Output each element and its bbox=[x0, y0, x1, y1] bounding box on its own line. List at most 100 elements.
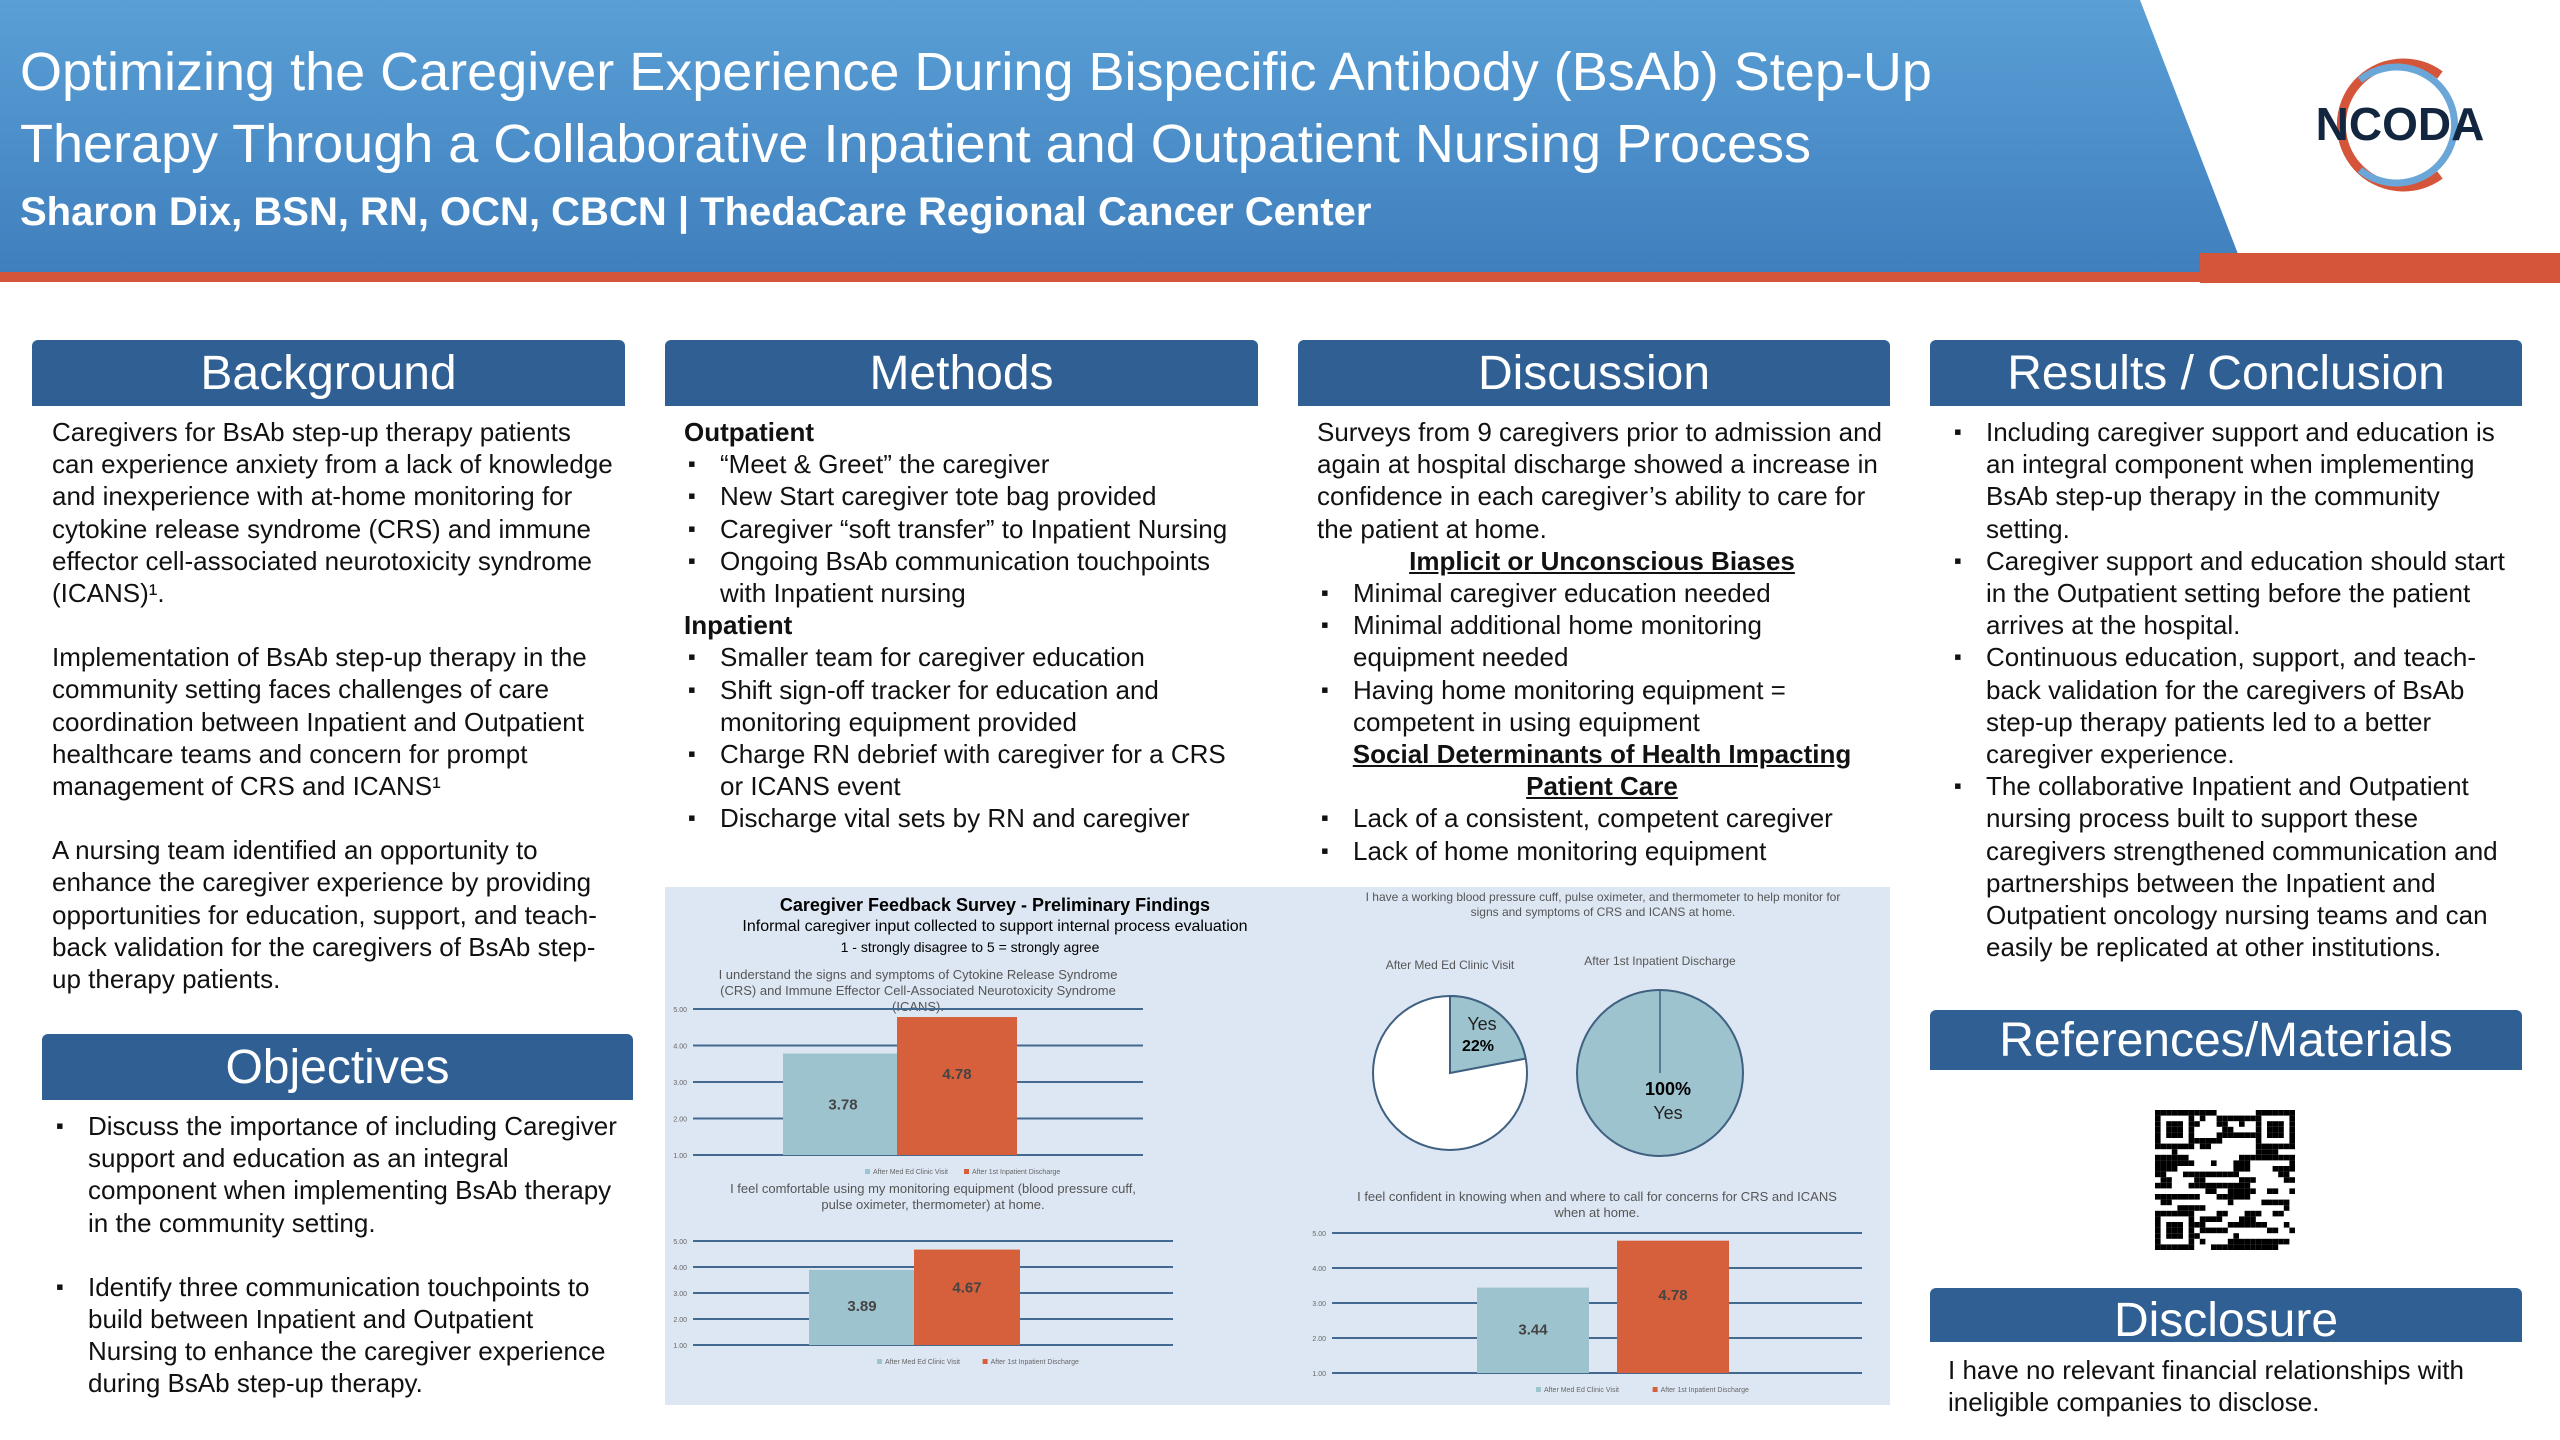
legend-label: After 1st Inpatient Discharge bbox=[991, 1359, 1079, 1366]
qr-module bbox=[2267, 1121, 2273, 1127]
qr-module bbox=[2166, 1222, 2172, 1228]
qr-module bbox=[2177, 1244, 2183, 1250]
qr-module bbox=[2244, 1222, 2251, 1228]
qr-module bbox=[2255, 1132, 2262, 1138]
qr-module bbox=[2278, 1171, 2284, 1178]
qr-module bbox=[2171, 1194, 2178, 1200]
qr-module bbox=[2216, 1132, 2223, 1138]
legend-swatch bbox=[877, 1359, 882, 1364]
qr-module bbox=[2244, 1177, 2251, 1183]
qr-module bbox=[2222, 1171, 2228, 1178]
qr-module bbox=[2177, 1205, 2183, 1211]
y-tick-label: 3.00 bbox=[1312, 1301, 1326, 1308]
bar-after-discharge bbox=[1617, 1240, 1729, 1373]
qr-module bbox=[2289, 1115, 2295, 1122]
qr-module bbox=[2222, 1182, 2228, 1189]
qr-module bbox=[2177, 1132, 2183, 1138]
bar-chart-title: I feel comfortable using my monitoring e… bbox=[730, 1181, 1136, 1196]
qr-module bbox=[2183, 1154, 2189, 1161]
method-item: “Meet & Greet” the caregiver bbox=[684, 448, 1256, 480]
qr-module bbox=[2171, 1110, 2178, 1116]
bar-chart-title: when at home. bbox=[1553, 1205, 1639, 1220]
qr-module bbox=[2239, 1238, 2245, 1245]
y-tick-label: 5.00 bbox=[673, 1239, 687, 1246]
qr-module bbox=[2183, 1160, 2189, 1166]
y-tick-label: 5.00 bbox=[1312, 1231, 1326, 1238]
qr-module bbox=[2188, 1227, 2195, 1234]
bias-item: Having home monitoring equipment = compe… bbox=[1317, 674, 1887, 738]
qr-module bbox=[2166, 1132, 2172, 1138]
qr-module bbox=[2244, 1115, 2251, 1122]
qr-module bbox=[2272, 1199, 2279, 1206]
qr-module bbox=[2267, 1227, 2273, 1234]
pie-value-label: 22% bbox=[1462, 1038, 1494, 1055]
qr-module bbox=[2183, 1143, 2189, 1150]
y-tick-label: 4.00 bbox=[673, 1265, 687, 1272]
qr-module bbox=[2267, 1238, 2273, 1245]
qr-module bbox=[2233, 1115, 2239, 1122]
qr-module bbox=[2160, 1199, 2167, 1206]
qr-module bbox=[2199, 1171, 2206, 1178]
qr-module bbox=[2289, 1132, 2295, 1138]
qr-module bbox=[2194, 1171, 2200, 1178]
result-item: Including caregiver support and educatio… bbox=[1950, 416, 2518, 545]
qr-module bbox=[2183, 1205, 2189, 1211]
qr-module bbox=[2171, 1233, 2178, 1239]
qr-module bbox=[2227, 1115, 2234, 1122]
header-stripe-right bbox=[2200, 253, 2560, 283]
qr-module bbox=[2177, 1222, 2183, 1228]
qr-module bbox=[2222, 1115, 2228, 1122]
bar-chart-title: I feel confident in knowing when and whe… bbox=[1357, 1189, 1837, 1204]
background-heading: Background bbox=[32, 340, 625, 406]
qr-module bbox=[2261, 1244, 2267, 1250]
qr-module bbox=[2194, 1233, 2200, 1239]
qr-module bbox=[2211, 1110, 2217, 1116]
qr-module bbox=[2171, 1132, 2178, 1138]
qr-module bbox=[2205, 1182, 2211, 1189]
qr-module bbox=[2171, 1143, 2178, 1150]
qr-module bbox=[2188, 1222, 2195, 1228]
qr-module bbox=[2177, 1154, 2183, 1161]
qr-module bbox=[2255, 1149, 2262, 1155]
background-paragraph: Implementation of BsAb step-up therapy i… bbox=[52, 642, 587, 802]
qr-module bbox=[2244, 1132, 2251, 1138]
qr-module bbox=[2188, 1194, 2195, 1200]
qr-module bbox=[2250, 1177, 2256, 1183]
qr-module bbox=[2171, 1222, 2178, 1228]
qr-module bbox=[2160, 1154, 2167, 1161]
survey-scale: 1 - strongly disagree to 5 = strongly ag… bbox=[840, 939, 1100, 955]
qr-module bbox=[2188, 1238, 2195, 1245]
result-item: Caregiver support and education should s… bbox=[1950, 545, 2518, 642]
sdoh-heading: Social Determinants of Health Impacting … bbox=[1352, 739, 1852, 802]
qr-module bbox=[2199, 1138, 2206, 1144]
qr-module bbox=[2155, 1233, 2161, 1239]
objectives-heading: Objectives bbox=[42, 1034, 633, 1100]
qr-code[interactable] bbox=[2155, 1110, 2295, 1250]
poster-author: Sharon Dix, BSN, RN, OCN, CBCN | ThedaCa… bbox=[20, 190, 1372, 234]
pie-title: After 1st Inpatient Discharge bbox=[1584, 954, 1736, 968]
inpatient-label: Inpatient bbox=[684, 610, 793, 641]
qr-module bbox=[2155, 1121, 2161, 1127]
qr-module bbox=[2183, 1194, 2189, 1200]
qr-module bbox=[2155, 1143, 2161, 1150]
qr-module bbox=[2160, 1244, 2167, 1250]
qr-module bbox=[2227, 1188, 2234, 1194]
qr-module bbox=[2155, 1194, 2161, 1200]
qr-module bbox=[2188, 1171, 2195, 1178]
qr-module bbox=[2278, 1132, 2284, 1138]
qr-module bbox=[2244, 1160, 2251, 1166]
bar-after-clinic bbox=[783, 1053, 903, 1155]
qr-module bbox=[2272, 1143, 2279, 1150]
bar-value-label: 4.78 bbox=[1658, 1287, 1687, 1304]
qr-module bbox=[2194, 1182, 2200, 1189]
qr-module bbox=[2155, 1126, 2161, 1133]
qr-module bbox=[2199, 1110, 2206, 1116]
qr-module bbox=[2171, 1149, 2178, 1155]
y-tick-label: 4.00 bbox=[673, 1044, 687, 1051]
qr-module bbox=[2205, 1227, 2211, 1234]
qr-module bbox=[2160, 1110, 2167, 1116]
pie-title: After Med Ed Clinic Visit bbox=[1386, 958, 1515, 972]
outpatient-label: Outpatient bbox=[684, 417, 814, 447]
qr-module bbox=[2289, 1188, 2295, 1194]
bar-chart-title: (CRS) and Immune Effector Cell-Associate… bbox=[720, 983, 1116, 998]
